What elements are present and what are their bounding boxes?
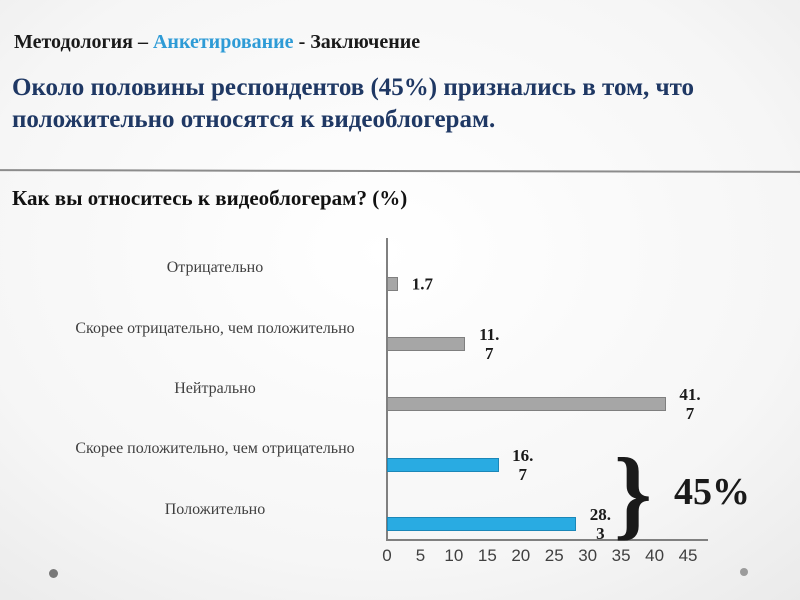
- category-label: Скорее отрицательно, чем положительно: [75, 320, 355, 337]
- x-tick-label: 45: [678, 546, 698, 565]
- value-label-line: 3: [596, 524, 605, 543]
- value-label: 41. 7: [669, 385, 711, 423]
- category-label: Скорее положительно, чем отрицательно: [75, 440, 355, 457]
- x-axis-line: [386, 539, 708, 541]
- value-label-line: 1.7: [411, 274, 433, 294]
- x-tick-label: 20: [511, 546, 531, 565]
- x-tick-label: 30: [578, 546, 598, 565]
- category-label: Отрицательно: [166, 259, 264, 276]
- category-label: Нейтрально: [174, 380, 256, 397]
- value-label: 1.7: [401, 275, 443, 294]
- bar: [387, 397, 666, 411]
- bar: [387, 277, 399, 291]
- bar: [387, 337, 466, 351]
- value-label-line: 41.: [679, 385, 701, 404]
- breadcrumb: Методология – Анкетирование - Заключение: [14, 31, 420, 54]
- value-label-line: 7: [485, 344, 494, 363]
- divider-line: [0, 169, 800, 173]
- value-label-line: 7: [685, 404, 695, 423]
- value-label-line: 16.: [512, 446, 534, 465]
- x-tick-label: 15: [477, 546, 497, 565]
- value-label-line: 7: [518, 465, 527, 484]
- curly-brace-annotation: }: [614, 436, 652, 550]
- bar: [387, 517, 577, 531]
- value-label-line: 28.: [589, 505, 611, 524]
- breadcrumb-part1: Методология –: [14, 31, 153, 53]
- x-tick-label: 35: [611, 546, 631, 565]
- decorative-dot-left: [49, 569, 58, 578]
- x-tick-label: 40: [645, 546, 665, 565]
- annotation-45-percent: 45%: [674, 471, 750, 513]
- breadcrumb-part2: - Заключение: [293, 31, 421, 53]
- x-tick-label: 5: [415, 546, 426, 565]
- bar: [387, 458, 499, 472]
- category-label: Положительно: [164, 501, 266, 518]
- x-tick-label: 10: [444, 546, 464, 565]
- value-label: 28. 3: [579, 505, 621, 543]
- value-label: 11. 7: [468, 325, 510, 363]
- x-tick-label: 25: [544, 546, 564, 565]
- breadcrumb-highlight: Анкетирование: [152, 31, 294, 53]
- value-label-line: 11.: [479, 325, 500, 344]
- value-label: 16. 7: [502, 446, 544, 484]
- decorative-dot-right: [740, 568, 748, 576]
- slide-title: Около половины респондентов (45%) призна…: [12, 74, 695, 133]
- x-tick-label: 0: [382, 546, 392, 565]
- y-axis-line: [386, 238, 388, 540]
- chart-question-heading: Как вы относитесь к видеоблогерам? (%): [12, 186, 408, 210]
